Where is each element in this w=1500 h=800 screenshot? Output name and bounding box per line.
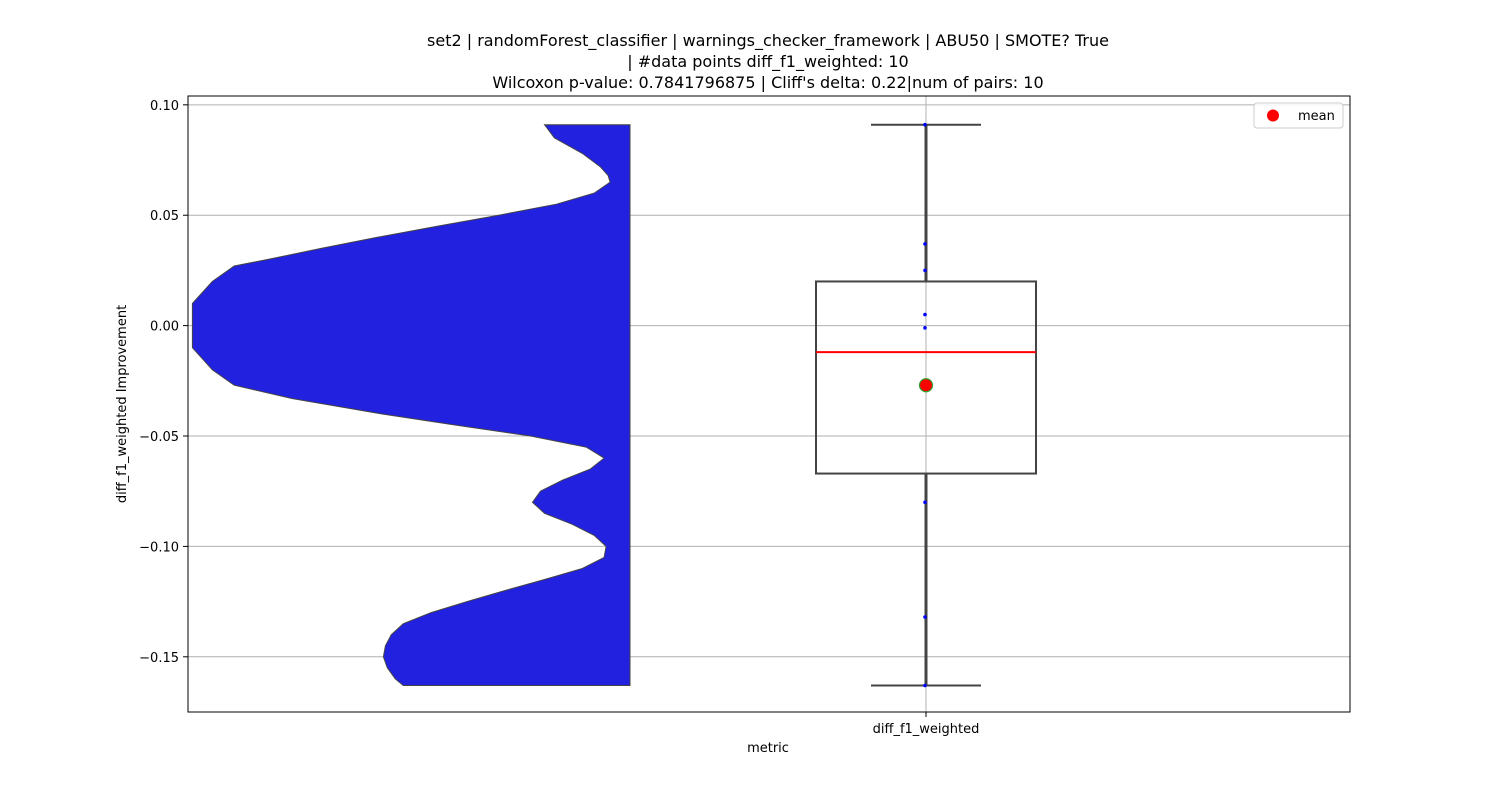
legend-marker xyxy=(1267,109,1279,122)
data-point xyxy=(923,683,927,688)
y-tick-label: −0.15 xyxy=(139,651,179,666)
violin-shape xyxy=(191,124,631,686)
box-iqr xyxy=(815,280,1037,475)
y-axis-label: diff_f1_weighted Improvement xyxy=(115,305,130,503)
y-tick-label: −0.05 xyxy=(139,430,179,445)
data-point xyxy=(923,615,927,619)
data-point xyxy=(923,312,927,317)
legend: mean xyxy=(1253,102,1344,129)
chart-title-line-3: Wilcoxon p-value: 0.7841796875 | Cliff's… xyxy=(492,73,1043,92)
plot-area: 0.10 0.05 0.00 −0.05 −0.10 −0.15 diff_f1_weigh… xyxy=(139,95,1351,737)
y-tick-label: −0.10 xyxy=(139,540,179,555)
data-point xyxy=(923,326,927,330)
y-tick-label: 0.00 xyxy=(150,320,179,335)
plot-frame xyxy=(187,95,1351,713)
data-point xyxy=(923,242,927,246)
data-point xyxy=(923,500,927,505)
y-tick-label: 0.05 xyxy=(150,209,179,224)
chart-title-line-1: set2 | randomForest_classifier | warning… xyxy=(427,31,1109,51)
mean-marker xyxy=(918,378,934,393)
y-tick-label: 0.10 xyxy=(150,99,179,114)
legend-box xyxy=(1253,102,1344,129)
data-point xyxy=(923,122,927,127)
chart-title-line-2: | #data points diff_f1_weighted: 10 xyxy=(627,52,908,72)
legend-label: mean xyxy=(1298,109,1335,124)
x-tick-label: diff_f1_weighted xyxy=(873,722,980,737)
data-point xyxy=(923,268,927,273)
x-axis-label: metric xyxy=(747,741,789,756)
chart-title: set2 | randomForest_classifier | warning… xyxy=(427,31,1109,92)
